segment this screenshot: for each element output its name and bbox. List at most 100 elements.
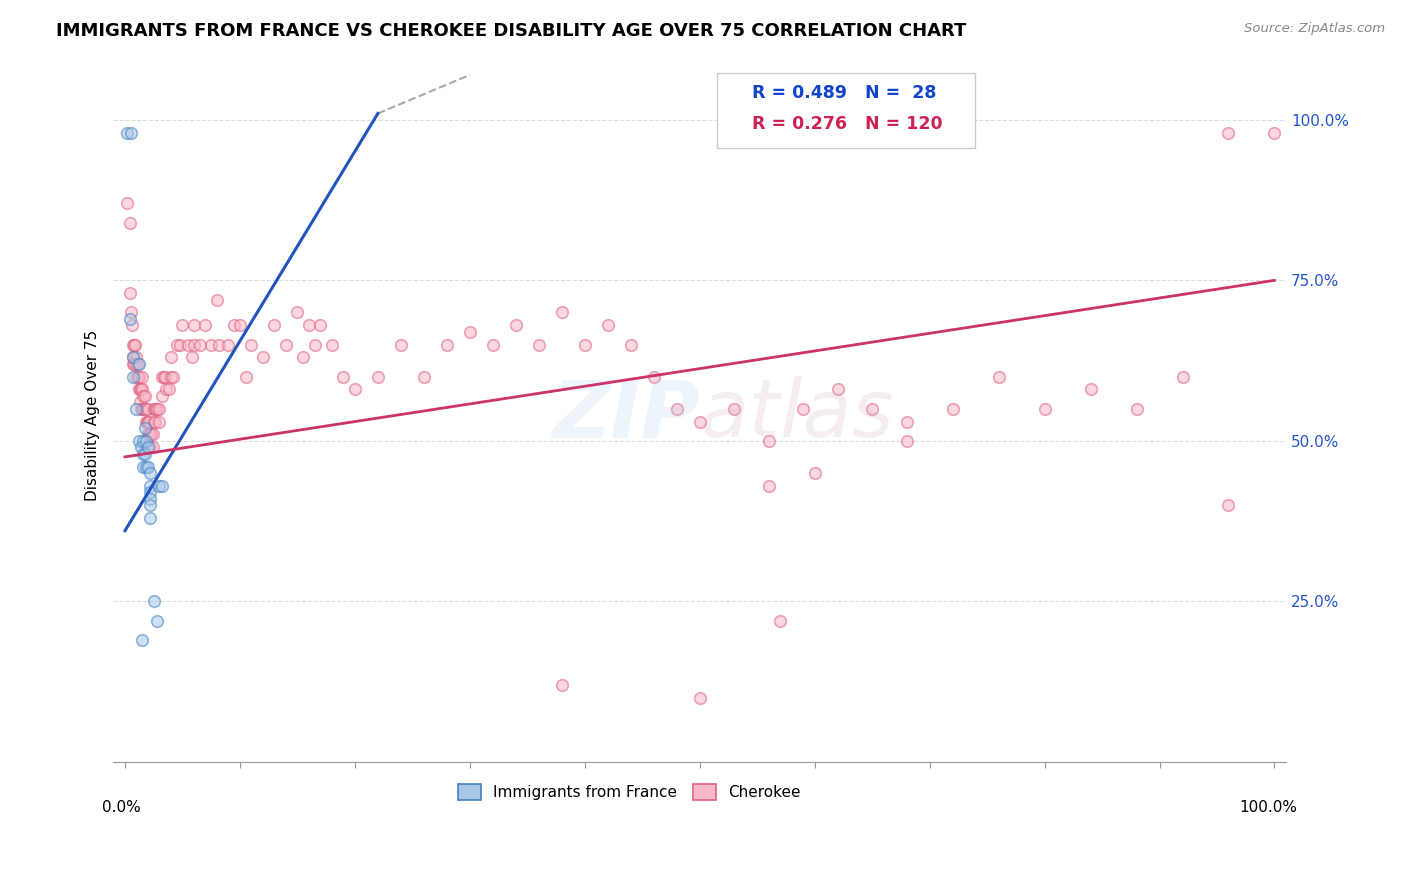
Point (142, 427, 165, 442)
Point (367, 369, 389, 384)
Point (194, 318, 217, 333)
Text: atlas: atlas (700, 376, 894, 454)
Point (125, 357, 148, 371)
Point (122, 337, 145, 351)
Point (136, 401, 159, 416)
Point (332, 369, 354, 384)
Point (118, 216, 141, 230)
Point (162, 369, 184, 384)
Point (896, 415, 918, 429)
Point (129, 401, 152, 416)
Point (551, 678, 574, 692)
Point (135, 434, 157, 448)
Point (160, 369, 183, 384)
Point (505, 318, 527, 333)
Point (551, 305, 574, 319)
Point (229, 318, 252, 333)
Point (125, 369, 148, 384)
Point (205, 293, 228, 307)
Point (143, 401, 166, 416)
Point (321, 337, 343, 351)
Point (723, 401, 745, 416)
Point (298, 318, 321, 333)
Point (343, 383, 366, 397)
Point (235, 369, 257, 384)
Point (122, 337, 145, 351)
Point (146, 614, 169, 628)
Point (309, 318, 332, 333)
Point (643, 369, 665, 384)
Point (263, 318, 285, 333)
Point (131, 369, 153, 384)
Point (134, 389, 156, 403)
Point (127, 357, 149, 371)
Point (134, 401, 156, 416)
Point (118, 286, 141, 301)
Point (117, 126, 139, 140)
Point (139, 479, 162, 493)
Point (436, 337, 458, 351)
Point (132, 434, 155, 448)
Text: 100.0%: 100.0% (1240, 800, 1298, 815)
Point (224, 318, 246, 333)
Point (987, 369, 1010, 384)
Point (150, 479, 173, 493)
Point (412, 369, 434, 384)
Text: R = 0.276   N = 120: R = 0.276 N = 120 (752, 115, 943, 133)
Point (188, 337, 211, 351)
Point (240, 337, 263, 351)
Point (155, 383, 177, 397)
Point (134, 447, 156, 461)
Point (132, 401, 155, 416)
Point (942, 401, 965, 416)
Point (142, 415, 165, 429)
Point (132, 447, 155, 461)
Point (121, 318, 143, 333)
Y-axis label: Disability Age Over 75: Disability Age Over 75 (86, 329, 100, 500)
Point (139, 511, 162, 525)
Point (136, 459, 159, 474)
Point (141, 427, 163, 442)
Point (1218, 126, 1240, 140)
Point (118, 311, 141, 326)
Point (122, 357, 145, 371)
Point (143, 415, 166, 429)
Point (1033, 401, 1056, 416)
Point (135, 459, 157, 474)
Point (134, 421, 156, 435)
Point (122, 369, 145, 384)
Point (1218, 498, 1240, 512)
Point (596, 318, 619, 333)
Point (135, 401, 157, 416)
FancyBboxPatch shape (717, 73, 976, 148)
Point (160, 351, 183, 365)
Point (620, 337, 643, 351)
Point (124, 337, 146, 351)
Point (274, 337, 297, 351)
Point (129, 383, 152, 397)
Point (792, 401, 814, 416)
Point (304, 337, 326, 351)
Point (139, 440, 162, 454)
Point (138, 427, 160, 442)
Point (128, 357, 150, 371)
Point (896, 434, 918, 448)
Point (860, 401, 883, 416)
Point (157, 383, 180, 397)
Point (128, 434, 150, 448)
Point (125, 401, 148, 416)
Point (689, 415, 711, 429)
Point (117, 196, 139, 211)
Point (122, 351, 145, 365)
Point (292, 351, 315, 365)
Point (148, 401, 170, 416)
Point (252, 351, 274, 365)
Point (146, 401, 169, 416)
Text: R = 0.489   N =  28: R = 0.489 N = 28 (752, 84, 936, 102)
Point (153, 369, 176, 384)
Point (769, 614, 792, 628)
Point (142, 594, 165, 608)
Point (1263, 126, 1285, 140)
Point (217, 337, 239, 351)
Point (574, 337, 596, 351)
